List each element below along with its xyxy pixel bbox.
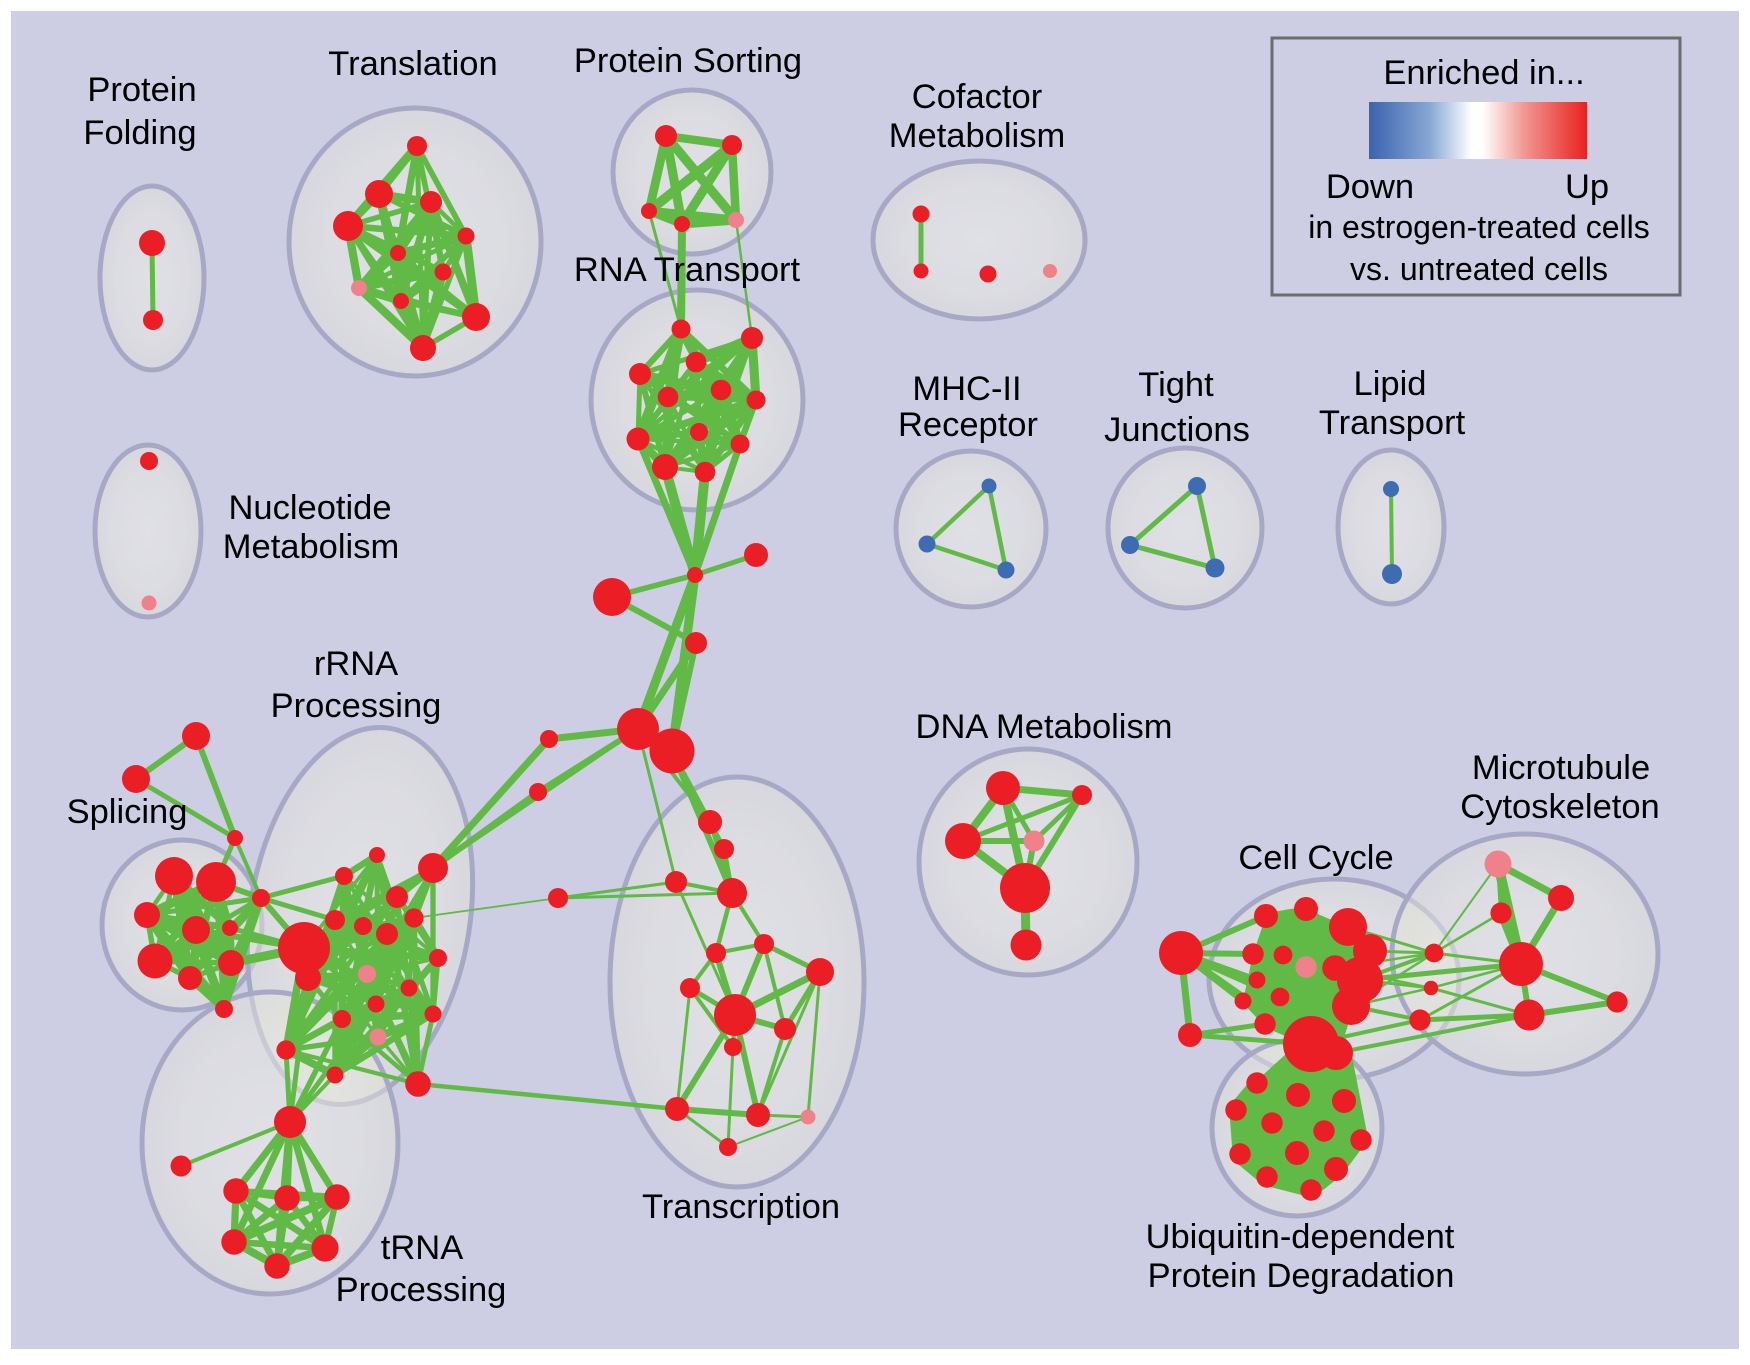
svg-text:Cofactor: Cofactor: [912, 78, 1042, 116]
svg-text:Protein Degradation: Protein Degradation: [1148, 1257, 1455, 1295]
svg-text:vs. untreated cells: vs. untreated cells: [1350, 251, 1608, 287]
svg-text:Transcription: Transcription: [642, 1188, 840, 1226]
svg-text:MHC-II: MHC-II: [912, 370, 1021, 408]
svg-text:DNA Metabolism: DNA Metabolism: [916, 708, 1173, 746]
svg-text:rRNA: rRNA: [314, 645, 398, 683]
svg-text:Metabolism: Metabolism: [223, 528, 399, 566]
svg-text:Microtubule: Microtubule: [1472, 749, 1650, 787]
svg-text:Transport: Transport: [1319, 404, 1466, 442]
svg-text:Translation: Translation: [328, 45, 497, 83]
svg-text:Protein: Protein: [87, 71, 196, 109]
svg-text:Nucleotide: Nucleotide: [228, 489, 391, 527]
svg-text:RNA Transport: RNA Transport: [574, 251, 801, 289]
svg-text:Receptor: Receptor: [898, 406, 1038, 444]
svg-text:Protein Sorting: Protein Sorting: [574, 42, 802, 80]
svg-text:Processing: Processing: [336, 1271, 507, 1309]
svg-text:Enriched in...: Enriched in...: [1383, 54, 1584, 92]
svg-text:Folding: Folding: [83, 114, 196, 152]
svg-text:Tight: Tight: [1138, 366, 1214, 404]
svg-text:in estrogen-treated cells: in estrogen-treated cells: [1308, 209, 1650, 245]
svg-text:Splicing: Splicing: [67, 793, 188, 831]
svg-text:Down: Down: [1326, 168, 1414, 206]
svg-text:tRNA: tRNA: [381, 1229, 463, 1267]
svg-text:Cytoskeleton: Cytoskeleton: [1460, 788, 1659, 826]
svg-text:Junctions: Junctions: [1104, 411, 1250, 449]
svg-text:Ubiquitin-dependent: Ubiquitin-dependent: [1146, 1218, 1455, 1256]
svg-text:Processing: Processing: [271, 687, 442, 725]
svg-text:Lipid: Lipid: [1354, 365, 1427, 403]
svg-text:Up: Up: [1565, 168, 1609, 206]
svg-text:Cell Cycle: Cell Cycle: [1238, 839, 1393, 877]
svg-text:Metabolism: Metabolism: [889, 117, 1065, 155]
